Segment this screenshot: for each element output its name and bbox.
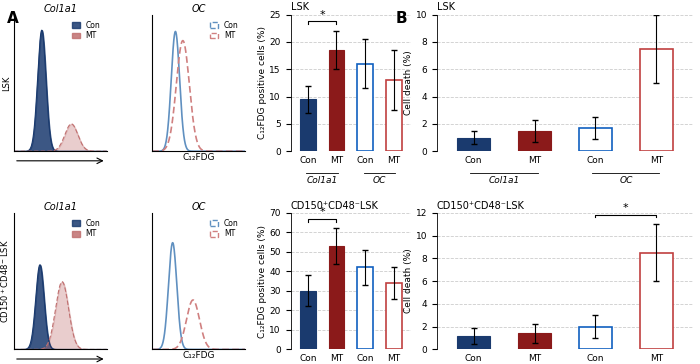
Y-axis label: C₁₂FDG positive cells (%): C₁₂FDG positive cells (%) <box>258 27 267 139</box>
Legend: Con, MT: Con, MT <box>208 18 241 43</box>
Y-axis label: Cell death (%): Cell death (%) <box>404 51 413 115</box>
Y-axis label: LSK: LSK <box>2 75 11 91</box>
Bar <box>300 99 316 151</box>
Text: LSK: LSK <box>437 3 455 12</box>
Text: *: * <box>319 10 325 20</box>
Bar <box>457 336 490 349</box>
Text: CD150⁺CD48⁻LSK: CD150⁺CD48⁻LSK <box>290 201 379 211</box>
Text: *: * <box>319 207 325 217</box>
Bar <box>518 131 552 151</box>
Bar <box>640 253 673 349</box>
Legend: Con, MT: Con, MT <box>69 18 103 43</box>
Bar <box>386 80 402 151</box>
Bar <box>357 268 373 349</box>
Title: OC: OC <box>191 4 206 14</box>
Text: Col1a1: Col1a1 <box>307 176 337 185</box>
Y-axis label: Cell death (%): Cell death (%) <box>404 249 413 313</box>
Text: B: B <box>395 11 407 26</box>
X-axis label: C₁₂FDG: C₁₂FDG <box>182 351 215 360</box>
Text: OC: OC <box>372 176 386 185</box>
Bar <box>328 50 344 151</box>
Y-axis label: CD150$^+$CD48$^-$LSK: CD150$^+$CD48$^-$LSK <box>0 239 11 323</box>
Legend: Con, MT: Con, MT <box>208 217 241 241</box>
Title: OC: OC <box>191 202 206 212</box>
Text: Col1a1: Col1a1 <box>489 176 519 185</box>
Bar <box>579 128 612 151</box>
Bar <box>357 64 373 151</box>
Bar <box>579 327 612 349</box>
Bar <box>518 333 552 349</box>
Bar <box>328 246 344 349</box>
Title: Col1a1: Col1a1 <box>43 4 77 14</box>
Title: Col1a1: Col1a1 <box>43 202 77 212</box>
Bar <box>300 291 316 349</box>
Bar <box>457 138 490 151</box>
Text: OC: OC <box>620 176 633 185</box>
Text: *: * <box>623 0 629 4</box>
Bar <box>386 283 402 349</box>
Text: *: * <box>623 203 629 213</box>
Y-axis label: C₁₂FDG positive cells (%): C₁₂FDG positive cells (%) <box>258 225 267 337</box>
Text: CD150⁺CD48⁻LSK: CD150⁺CD48⁻LSK <box>437 201 525 211</box>
Bar <box>640 49 673 151</box>
Text: A: A <box>7 11 19 26</box>
Text: LSK: LSK <box>290 3 309 12</box>
X-axis label: C₁₂FDG: C₁₂FDG <box>182 153 215 162</box>
Legend: Con, MT: Con, MT <box>69 217 103 241</box>
